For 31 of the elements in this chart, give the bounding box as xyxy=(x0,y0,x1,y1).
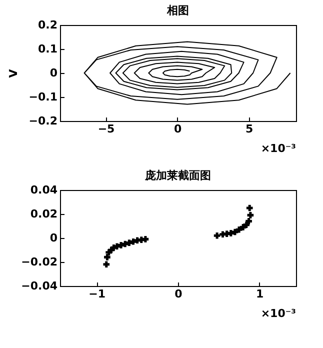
point xyxy=(246,204,253,212)
y-tick-label: 0.2 xyxy=(38,18,58,32)
y-tick-label: −0.1 xyxy=(28,90,58,104)
y-tick-label: 0 xyxy=(50,66,58,80)
point xyxy=(232,228,238,236)
x-tick-label: −1 xyxy=(88,288,106,300)
y-tick-label: −0.04 xyxy=(21,280,58,292)
text: ×10⁻³ xyxy=(260,142,296,155)
y-tick-label: −0.2 xyxy=(28,114,58,128)
text: ×10⁻³ xyxy=(260,307,296,320)
point xyxy=(214,232,220,239)
y-tick-label: −0.02 xyxy=(21,256,58,268)
y-tick-label: 0 xyxy=(50,232,58,244)
point xyxy=(104,254,110,260)
point xyxy=(236,226,242,233)
y-tick-label: 0.04 xyxy=(30,184,58,196)
chart-title: 相图 xyxy=(166,4,189,17)
x-tick-label: −5 xyxy=(98,122,115,136)
x-tick-label: 0 xyxy=(174,288,183,300)
y-tick-label: 0.1 xyxy=(38,42,58,56)
x-tick-label: 1 xyxy=(256,288,264,300)
x-tick-label: 0 xyxy=(174,122,182,136)
line-series xyxy=(84,41,291,105)
point xyxy=(103,261,110,268)
y-tick-label: 0.02 xyxy=(30,208,58,220)
point xyxy=(247,212,254,218)
chart-title: 庞加莱截面图 xyxy=(144,169,211,182)
point xyxy=(246,218,252,224)
x-tick-label: 5 xyxy=(245,122,254,136)
point xyxy=(142,236,149,242)
y-axis-title: V xyxy=(6,68,20,78)
